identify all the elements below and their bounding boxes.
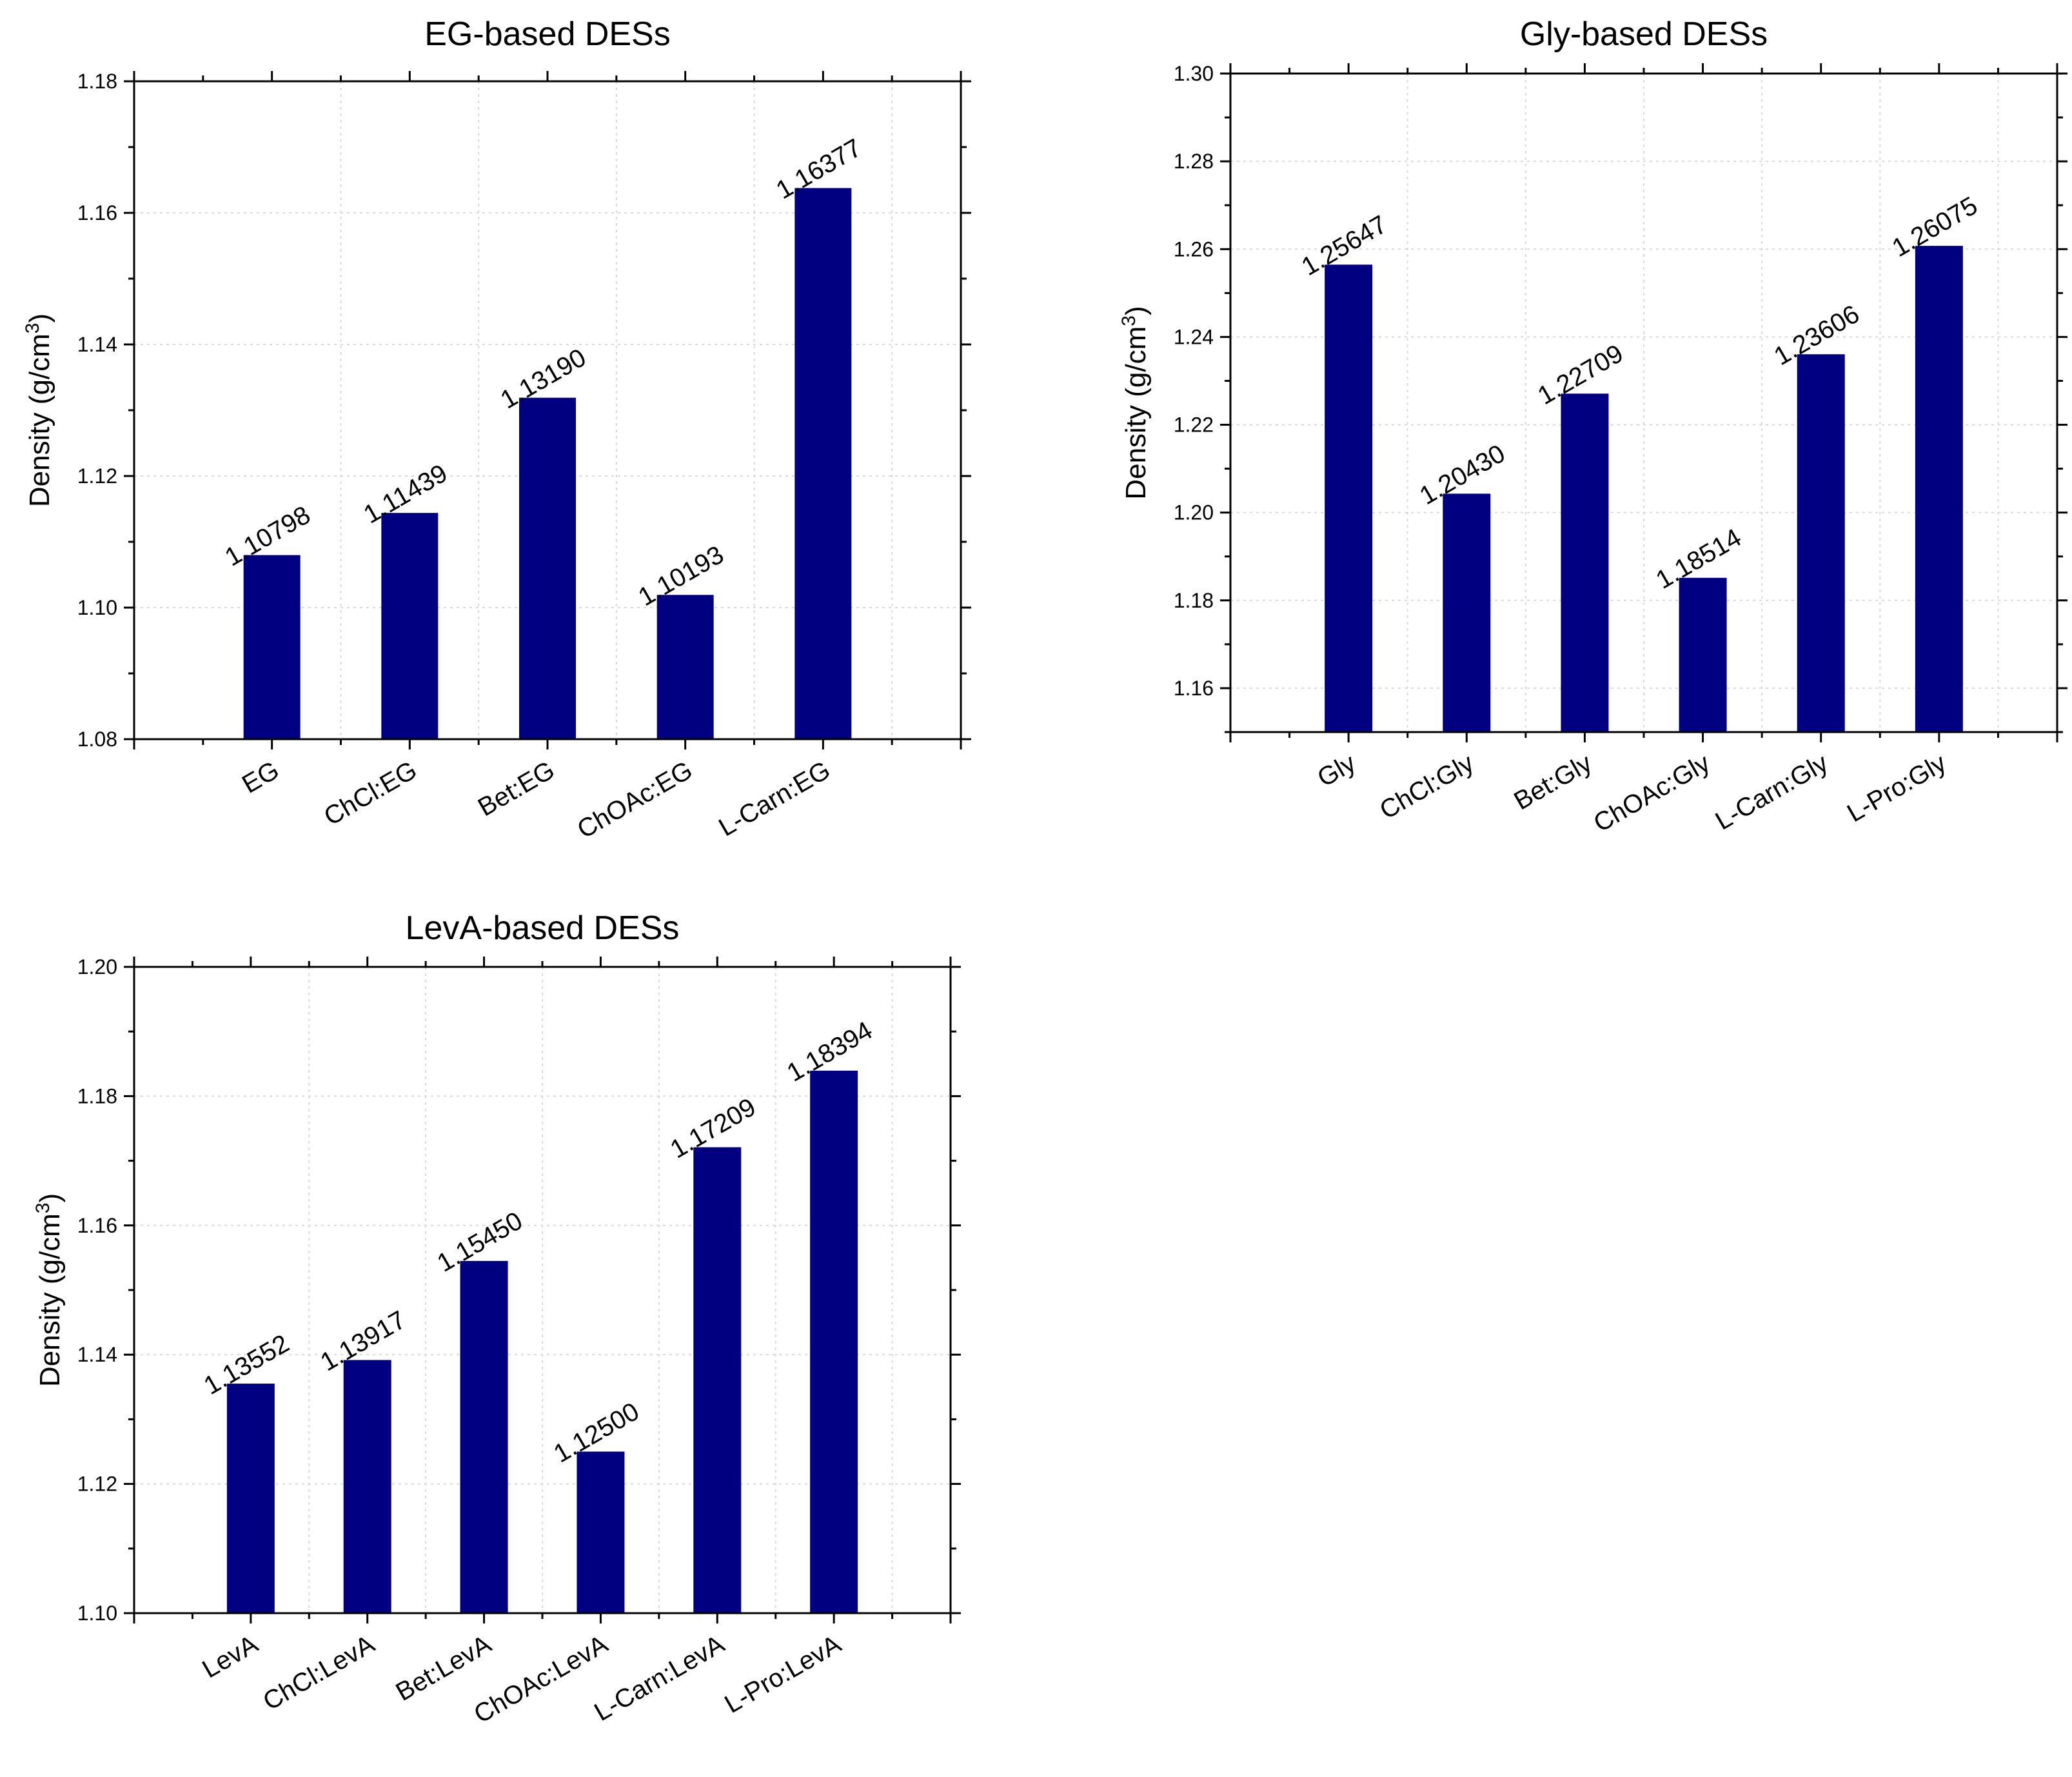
x-tick-label: ChOAc:EG bbox=[573, 756, 697, 844]
bar-bet-eg bbox=[519, 397, 576, 739]
bar-choac-leva bbox=[577, 1451, 625, 1613]
chart-leva-based: 1.13552 1.139171.154501.125001.172091.183… bbox=[32, 909, 961, 1729]
y-tick-label: 1.16 bbox=[77, 201, 117, 224]
x-tick-label: ChOAc:LevA bbox=[469, 1630, 613, 1729]
chart-title: LevA-based DESs bbox=[406, 909, 680, 947]
y-tick-label: 1.20 bbox=[1174, 501, 1214, 524]
y-tick-label: 1.14 bbox=[77, 1343, 117, 1366]
y-tick-label: 1.08 bbox=[77, 728, 117, 751]
y-axis-label: Density (g/cm3) bbox=[32, 1193, 66, 1387]
x-tick-label: L-Pro:LevA bbox=[720, 1630, 846, 1719]
y-axis-label: Density (g/cm3) bbox=[22, 313, 55, 507]
x-tick-label: L-Carn:Gly bbox=[1711, 749, 1833, 836]
bar-chcl-leva bbox=[343, 1360, 391, 1613]
chart-title: Gly-based DESs bbox=[1520, 15, 1768, 53]
x-tick-label: EG bbox=[237, 756, 284, 799]
chart-gly-based: 1.256471.204301.227091.185141.236061.260… bbox=[1118, 15, 2067, 838]
x-tick-label: ChCl:LevA bbox=[259, 1630, 380, 1716]
x-tick-label: LevA bbox=[197, 1630, 262, 1684]
y-tick-label: 1.10 bbox=[77, 1602, 117, 1625]
bar-l-carn-eg bbox=[794, 188, 852, 739]
x-tick-label: L-Carn:EG bbox=[714, 756, 835, 842]
x-tick-label: Bet:LevA bbox=[391, 1630, 496, 1707]
x-tick-label: L-Pro:Gly bbox=[1842, 749, 1951, 828]
y-axis-label: Density (g/cm3) bbox=[1118, 306, 1152, 499]
y-tick-label: 1.12 bbox=[77, 1473, 117, 1496]
bar-l-carn-leva bbox=[693, 1147, 742, 1613]
bar-eg bbox=[243, 555, 301, 739]
bar-l-pro-gly bbox=[1915, 246, 1963, 733]
y-tick-label: 1.30 bbox=[1174, 62, 1214, 85]
x-tick-label: L-Carn:LevA bbox=[589, 1630, 729, 1727]
y-tick-label: 1.24 bbox=[1174, 325, 1214, 348]
y-tick-label: 1.18 bbox=[1174, 589, 1214, 612]
x-tick-label: ChOAc:Gly bbox=[1589, 749, 1715, 838]
y-tick-label: 1.10 bbox=[77, 596, 117, 619]
bar-leva bbox=[226, 1384, 275, 1613]
x-tick-label: Bet:Gly bbox=[1509, 749, 1597, 816]
y-tick-label: 1.18 bbox=[77, 1084, 117, 1107]
chart-title: EG-based DESs bbox=[424, 15, 671, 53]
bar-choac-eg bbox=[656, 595, 714, 739]
y-tick-label: 1.16 bbox=[77, 1214, 117, 1237]
bar-chcl-eg bbox=[381, 513, 439, 739]
bar-bet-gly bbox=[1561, 393, 1609, 732]
y-tick-label: 1.26 bbox=[1174, 237, 1214, 261]
x-tick-label: Gly bbox=[1313, 749, 1361, 793]
x-tick-label: ChCl:Gly bbox=[1375, 749, 1479, 825]
y-tick-label: 1.22 bbox=[1174, 413, 1214, 437]
y-tick-label: 1.14 bbox=[77, 333, 117, 356]
y-tick-label: 1.20 bbox=[77, 955, 117, 978]
bar-choac-gly bbox=[1679, 577, 1727, 732]
y-tick-label: 1.28 bbox=[1174, 150, 1214, 173]
y-tick-label: 1.18 bbox=[77, 70, 117, 93]
bar-l-carn-gly bbox=[1797, 354, 1845, 732]
x-tick-label: ChCl:EG bbox=[319, 756, 422, 831]
y-tick-label: 1.16 bbox=[1174, 677, 1214, 700]
y-tick-label: 1.12 bbox=[77, 464, 117, 488]
bar-chcl-gly bbox=[1443, 493, 1491, 732]
chart-eg-based: 1.107981.114391.131901.101931.163771.081… bbox=[22, 15, 971, 844]
bar-bet-leva bbox=[460, 1260, 508, 1613]
bar-gly bbox=[1325, 264, 1373, 732]
x-tick-label: Bet:EG bbox=[473, 756, 560, 822]
bar-l-pro-leva bbox=[810, 1070, 858, 1613]
